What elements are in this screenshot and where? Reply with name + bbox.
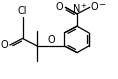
Text: Cl: Cl [18,6,27,16]
Text: N: N [73,4,81,14]
Text: O: O [0,40,8,50]
Text: O: O [91,2,98,12]
Text: O: O [48,35,56,45]
Text: +: + [80,3,86,9]
Text: O: O [56,2,63,12]
Text: −: − [98,0,105,9]
